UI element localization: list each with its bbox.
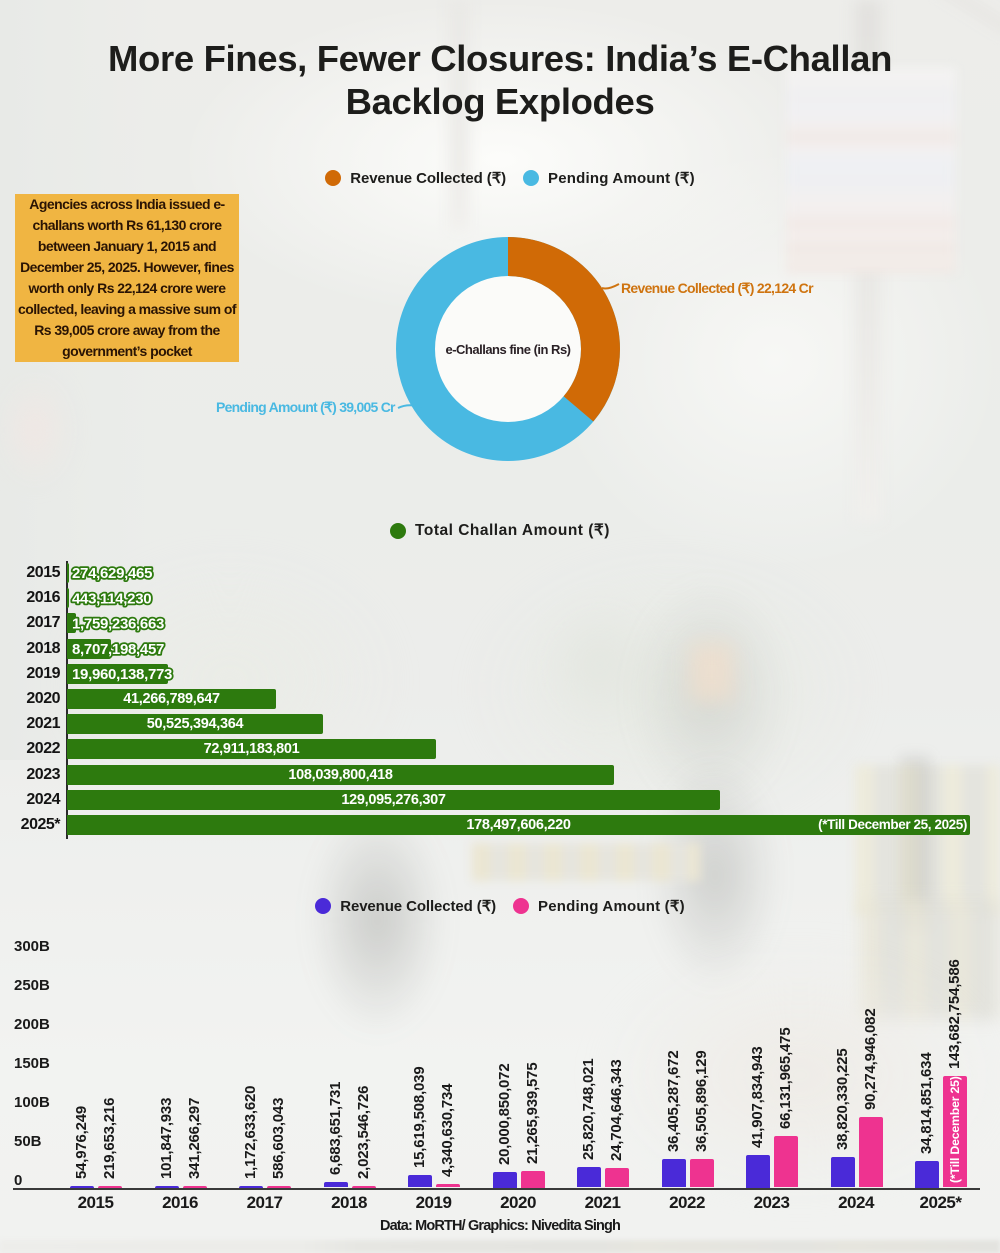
svg-text:e-Challans fine (in Rs): e-Challans fine (in Rs) (445, 342, 570, 357)
